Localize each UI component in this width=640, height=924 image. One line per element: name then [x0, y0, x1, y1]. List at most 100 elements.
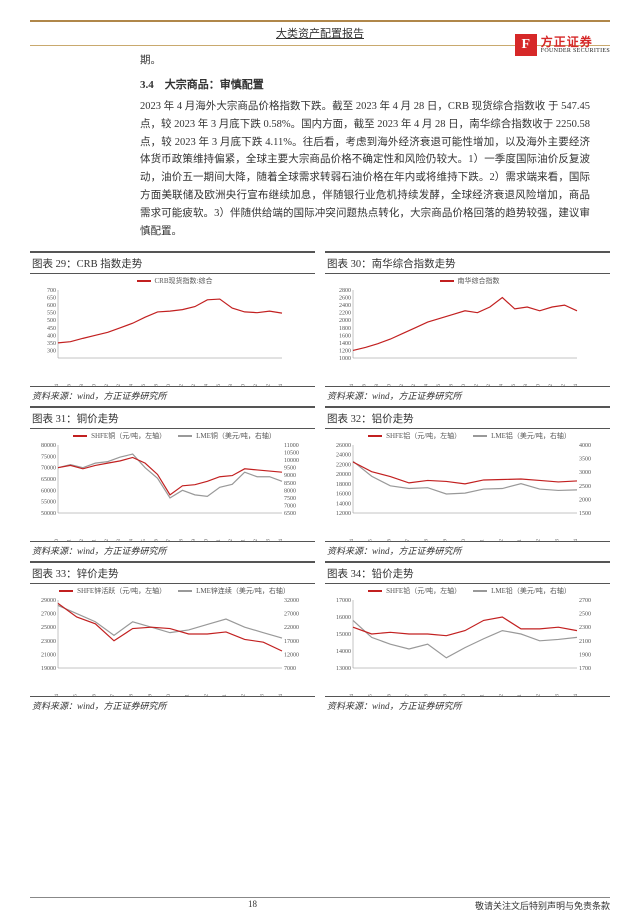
svg-text:350: 350: [47, 340, 56, 346]
svg-text:2021/11: 2021/11: [66, 538, 72, 540]
svg-text:22000: 22000: [284, 625, 299, 631]
svg-text:2022/05: 2022/05: [73, 693, 79, 695]
svg-text:2022/04: 2022/04: [349, 538, 355, 540]
svg-text:2023/03: 2023/03: [554, 693, 560, 695]
svg-text:2022/10: 2022/10: [203, 538, 209, 540]
svg-text:7000: 7000: [284, 666, 296, 672]
svg-text:16000: 16000: [336, 491, 351, 497]
svg-text:17000: 17000: [336, 598, 351, 604]
svg-text:55000: 55000: [41, 499, 56, 505]
svg-text:2022/06: 2022/06: [386, 538, 392, 540]
svg-text:9000: 9000: [284, 473, 296, 479]
svg-text:3000: 3000: [579, 470, 591, 476]
svg-text:2020/10: 2020/10: [91, 383, 97, 385]
svg-text:2022/06: 2022/06: [154, 538, 160, 540]
svg-text:2021/02: 2021/02: [411, 383, 417, 385]
logo: F 方正证券 FOUNDER SECURITIES: [515, 34, 610, 56]
svg-text:2022/10: 2022/10: [461, 538, 467, 540]
svg-text:300: 300: [47, 348, 56, 354]
svg-text:2022/12: 2022/12: [253, 383, 259, 385]
svg-text:2800: 2800: [339, 288, 351, 294]
svg-text:2022/10: 2022/10: [166, 693, 172, 695]
svg-text:8000: 8000: [284, 488, 296, 494]
svg-text:2300: 2300: [579, 625, 591, 631]
svg-text:75000: 75000: [41, 454, 56, 460]
svg-text:2021/04: 2021/04: [129, 383, 135, 385]
chart-title: 图表 31：铜价走势: [30, 407, 315, 428]
svg-text:1000: 1000: [339, 356, 351, 362]
page-number: 18: [248, 899, 257, 912]
svg-text:2023/01: 2023/01: [517, 538, 523, 540]
svg-text:700: 700: [47, 288, 56, 294]
chart-svg: 1900021000230002500027000290007000120001…: [30, 596, 310, 696]
svg-text:50000: 50000: [41, 511, 56, 517]
svg-text:2020/10: 2020/10: [386, 383, 392, 385]
svg-text:10000: 10000: [284, 458, 299, 464]
svg-text:2022/08: 2022/08: [523, 383, 529, 385]
svg-text:2022/05: 2022/05: [368, 538, 374, 540]
svg-text:2022/10: 2022/10: [241, 383, 247, 385]
svg-text:2023/03: 2023/03: [266, 538, 272, 540]
svg-text:2022/12: 2022/12: [548, 383, 554, 385]
chart-source: 资料来源：wind，方正证券研究所: [30, 387, 315, 402]
svg-text:6500: 6500: [284, 511, 296, 517]
svg-text:2022/06: 2022/06: [216, 383, 222, 385]
svg-text:550: 550: [47, 310, 56, 316]
svg-text:2023/01: 2023/01: [222, 693, 228, 695]
svg-text:2023/03: 2023/03: [259, 693, 265, 695]
svg-text:80000: 80000: [41, 443, 56, 449]
chart-source: 资料来源：wind，方正证券研究所: [30, 697, 315, 712]
svg-text:23000: 23000: [41, 638, 56, 644]
logo-mark-icon: F: [515, 34, 537, 56]
svg-text:2022/04: 2022/04: [203, 383, 209, 385]
svg-text:70000: 70000: [41, 465, 56, 471]
svg-text:2022/04: 2022/04: [498, 383, 504, 385]
svg-text:14000: 14000: [336, 649, 351, 655]
svg-text:2022/07: 2022/07: [166, 538, 172, 540]
svg-text:27000: 27000: [41, 611, 56, 617]
svg-text:9500: 9500: [284, 465, 296, 471]
svg-text:2023/02: 2023/02: [561, 383, 567, 385]
body-text: 2023 年 4 月海外大宗商品价格指数下跌。截至 2023 年 4 月 28 …: [140, 98, 590, 241]
chart-legend: CRB现货指数:综合: [30, 274, 315, 286]
svg-text:2021/10: 2021/10: [54, 538, 60, 540]
svg-text:2020/04: 2020/04: [54, 383, 60, 385]
svg-text:2021/08: 2021/08: [154, 383, 160, 385]
svg-text:22000: 22000: [336, 462, 351, 468]
svg-text:2022/05: 2022/05: [368, 693, 374, 695]
chart-svg: 5000055000600006500070000750008000065007…: [30, 441, 310, 541]
svg-text:2023/01: 2023/01: [517, 693, 523, 695]
svg-text:32000: 32000: [284, 598, 299, 604]
svg-text:2000: 2000: [579, 497, 591, 503]
svg-text:2022/12: 2022/12: [228, 538, 234, 540]
svg-text:2022/07: 2022/07: [110, 693, 116, 695]
svg-text:2500: 2500: [579, 611, 591, 617]
chart-source: 资料来源：wind，方正证券研究所: [30, 542, 315, 557]
svg-text:7000: 7000: [284, 503, 296, 509]
svg-text:2022/06: 2022/06: [386, 693, 392, 695]
svg-text:2023/02: 2023/02: [536, 538, 542, 540]
chart-title: 图表 32：铝价走势: [325, 407, 610, 428]
svg-text:2022/12: 2022/12: [498, 538, 504, 540]
chart-title: 图表 29：CRB 指数走势: [30, 252, 315, 273]
svg-text:2022/10: 2022/10: [461, 693, 467, 695]
svg-text:2023/02: 2023/02: [536, 693, 542, 695]
chart-c34: 图表 34：铅价走势SHFE铅（元/吨，左轴）LME铅（美元/吨，右轴）1300…: [325, 561, 610, 712]
svg-text:7500: 7500: [284, 495, 296, 501]
svg-text:2022/08: 2022/08: [424, 538, 430, 540]
svg-text:2021/06: 2021/06: [141, 383, 147, 385]
chart-title: 图表 33：锌价走势: [30, 562, 315, 583]
svg-text:2022/09: 2022/09: [191, 538, 197, 540]
svg-text:2020/12: 2020/12: [104, 383, 110, 385]
svg-text:2400: 2400: [339, 303, 351, 309]
svg-text:2022/11: 2022/11: [480, 693, 486, 695]
svg-text:2022/07: 2022/07: [405, 693, 411, 695]
svg-text:2023/04: 2023/04: [573, 383, 579, 385]
svg-text:2020/06: 2020/06: [66, 383, 72, 385]
svg-text:2022/08: 2022/08: [228, 383, 234, 385]
svg-text:400: 400: [47, 333, 56, 339]
svg-text:12000: 12000: [284, 652, 299, 658]
svg-text:2023/02: 2023/02: [241, 693, 247, 695]
charts-grid: 图表 29：CRB 指数走势CRB现货指数:综合3003504004505005…: [0, 247, 640, 712]
section-heading: 3.4 大宗商品：审慎配置: [140, 76, 590, 92]
